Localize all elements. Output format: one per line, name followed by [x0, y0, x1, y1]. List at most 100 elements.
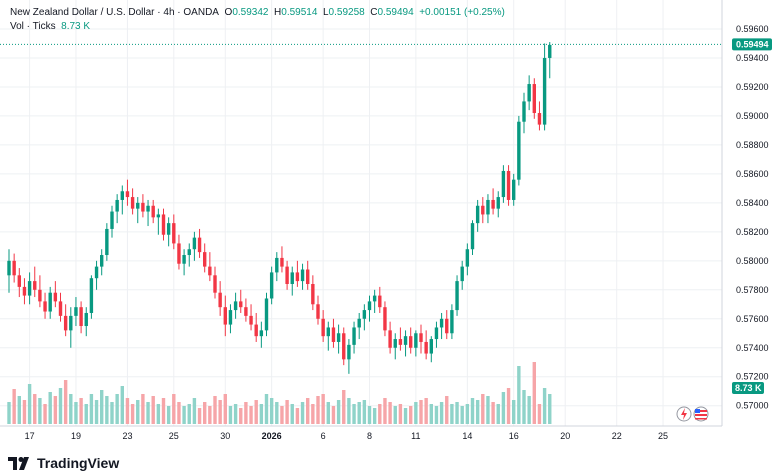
candle-body	[331, 327, 336, 342]
candle-body	[300, 269, 305, 282]
volume-bar	[367, 406, 372, 424]
candle-body	[213, 275, 217, 293]
candle-body	[48, 292, 52, 312]
time-axis[interactable]: 17 19 23 25 30 2026 6 8 11 14 16 20 22 25	[25, 431, 668, 441]
volume-bar	[326, 402, 330, 424]
volume-bar	[151, 396, 155, 424]
volume-bar	[522, 390, 526, 424]
volume-bar	[434, 406, 439, 424]
candle-body	[378, 295, 382, 308]
candle-body	[110, 211, 114, 229]
low-value: 0.59258	[328, 7, 365, 18]
time-tick-label: 6	[321, 431, 326, 441]
candle-body	[542, 57, 547, 125]
time-tick-label: 2026	[262, 431, 282, 441]
candle-body	[130, 197, 135, 209]
candle-body	[321, 318, 325, 337]
candle-body	[89, 278, 94, 313]
candle-body	[398, 339, 403, 345]
candle-body	[460, 266, 464, 282]
candle-body	[197, 237, 202, 253]
volume-legend-label: Vol · Ticks	[10, 21, 56, 32]
time-tick-label: 20	[560, 431, 570, 441]
price-axis[interactable]: 0.59600 0.59400 0.59200 0.59000 0.58800 0.586…	[736, 24, 769, 411]
volume-bar	[336, 400, 341, 424]
volume-bar	[100, 390, 104, 424]
chart-grid	[0, 0, 722, 426]
volume-bar	[120, 386, 124, 424]
symbol-legend[interactable]: New Zealand Dollar / U.S. Dollar · 4h · …	[10, 6, 505, 20]
lightning-icon[interactable]	[676, 406, 692, 422]
volume-bar	[48, 392, 52, 424]
volume-bar	[378, 404, 382, 424]
volume-bar	[537, 404, 542, 424]
volume-bar	[269, 398, 274, 424]
volume-bar	[357, 402, 361, 424]
volume-histogram	[7, 362, 552, 424]
volume-bar	[228, 406, 233, 424]
candle-body	[208, 266, 212, 276]
volume-bar	[295, 408, 300, 424]
tradingview-brand[interactable]: TradingView	[8, 455, 119, 471]
candle-body	[218, 292, 222, 308]
candle-body	[393, 339, 397, 348]
volume-badge: 8.73 K	[732, 382, 764, 394]
volume-bar	[306, 398, 310, 424]
time-tick-label: 8	[367, 431, 372, 441]
candle-body	[27, 281, 32, 296]
candle-body	[125, 191, 130, 198]
candle-body	[496, 197, 500, 209]
candle-body	[326, 327, 330, 337]
candle-body	[306, 269, 310, 284]
volume-bar	[38, 398, 42, 424]
candle-body	[419, 333, 423, 342]
candle-body	[233, 301, 238, 311]
volume-bar	[197, 408, 202, 424]
volume-bar	[439, 402, 444, 424]
candle-body	[455, 281, 459, 311]
volume-bar	[275, 402, 279, 424]
candle-body	[84, 312, 88, 327]
price-tick-label: 0.58000	[736, 256, 769, 266]
open-value: 0.59342	[232, 7, 269, 18]
volume-bar	[475, 400, 480, 424]
time-tick-label: 25	[658, 431, 668, 441]
volume-bar	[342, 390, 346, 424]
open-label: O	[224, 7, 233, 18]
candle-body	[58, 301, 63, 316]
volume-bar	[455, 402, 459, 424]
volume-bar	[105, 396, 109, 424]
volume-bar	[115, 394, 119, 424]
volume-bar	[532, 362, 536, 424]
volume-bar	[311, 404, 315, 424]
candle-body	[486, 199, 490, 215]
time-tick-label: 17	[25, 431, 35, 441]
volume-legend[interactable]: Vol · Ticks 8.73 K	[10, 20, 90, 34]
volume-bar	[403, 408, 408, 424]
tradingview-logo-icon	[8, 456, 29, 470]
candle-body	[285, 266, 289, 284]
candle-body	[136, 202, 140, 209]
volume-bar	[496, 404, 500, 424]
candle-body	[290, 272, 294, 284]
candle-body	[156, 214, 161, 218]
volume-bar	[481, 394, 485, 424]
time-tick-label: 25	[169, 431, 179, 441]
volume-bar	[130, 404, 135, 424]
volume-bar	[470, 398, 475, 424]
time-tick-label: 11	[411, 431, 420, 441]
volume-bar	[12, 389, 16, 424]
candle-body	[537, 113, 542, 125]
candle-body	[434, 327, 439, 340]
volume-bar	[527, 396, 531, 424]
volume-bar	[203, 402, 207, 424]
volume-bar	[254, 400, 258, 424]
volume-bar	[290, 404, 294, 424]
candle-body	[388, 330, 392, 348]
volume-bar	[352, 404, 356, 424]
candle-body	[429, 339, 433, 354]
volume-bar	[316, 396, 320, 424]
candle-body	[254, 324, 258, 337]
brand-name: TradingView	[37, 455, 120, 471]
